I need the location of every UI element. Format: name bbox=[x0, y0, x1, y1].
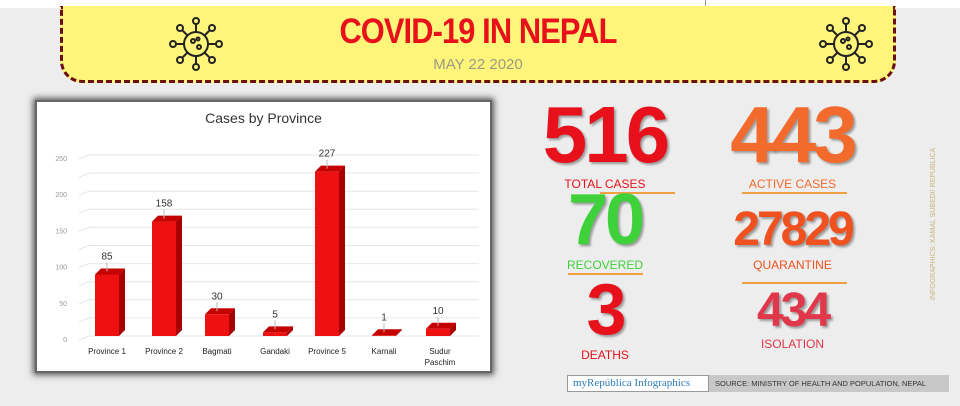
bar-side bbox=[450, 322, 456, 336]
stat-underline bbox=[742, 282, 847, 284]
bar-side bbox=[287, 326, 293, 336]
gridline bbox=[78, 208, 90, 214]
stat-label: QUARANTINE bbox=[753, 258, 832, 272]
chart-title: Cases by Province bbox=[205, 110, 322, 126]
y-tick-label: 200 bbox=[55, 192, 67, 199]
gridline bbox=[78, 226, 90, 232]
bar-chart: 0 50 100 150 200 250 85 Province 1 158 Province 2… bbox=[55, 149, 479, 367]
stat-label: ACTIVE CASES bbox=[748, 177, 837, 191]
virus-icon bbox=[819, 17, 873, 71]
stat-value: 27829 bbox=[733, 203, 854, 256]
stat-value: 434 bbox=[756, 284, 831, 337]
data-label: 158 bbox=[156, 199, 173, 210]
header-banner: COVID-19 IN NEPAL MAY 22 2020 bbox=[60, 6, 896, 83]
y-tick-label: 0 bbox=[63, 337, 67, 344]
bar bbox=[152, 221, 176, 336]
bar-top bbox=[426, 322, 456, 329]
stat-label: RECOVERED bbox=[566, 258, 643, 272]
y-tick-label: 250 bbox=[55, 156, 67, 163]
credit-text: INFOGRAPHICS: KAMAL SUBEDI/ REPUBLICA bbox=[930, 147, 937, 300]
gridline bbox=[78, 172, 90, 178]
virus-icon bbox=[169, 17, 223, 71]
gridline bbox=[78, 281, 90, 287]
bar bbox=[263, 332, 287, 336]
stat-label: DEATHS bbox=[581, 348, 629, 362]
stat-value: 70 bbox=[567, 180, 645, 260]
data-label: 227 bbox=[319, 149, 336, 160]
bar-side bbox=[396, 329, 402, 336]
bar bbox=[315, 171, 339, 336]
stat-label: TOTAL CASES bbox=[564, 177, 646, 191]
stat-underline bbox=[568, 273, 643, 275]
data-label: 85 bbox=[101, 251, 113, 262]
gridline bbox=[78, 154, 90, 160]
bar-top bbox=[152, 215, 182, 222]
y-tick-label: 150 bbox=[55, 228, 67, 235]
stat-value: 443 bbox=[730, 90, 857, 179]
page-title: COVID-19 IN NEPAL bbox=[339, 12, 617, 51]
stat-underline bbox=[600, 192, 675, 194]
bar-side bbox=[229, 308, 235, 336]
republica-logo: myRepública Infographics bbox=[567, 375, 709, 392]
top-strip bbox=[0, 0, 960, 8]
gridline bbox=[78, 317, 90, 323]
bar bbox=[95, 274, 119, 336]
chart-panel: Cases by Province 0 50 100 150 200 250 85 Provi… bbox=[35, 100, 492, 373]
divider bbox=[705, 0, 706, 8]
x-tick-label: Gandaki bbox=[260, 347, 290, 356]
bar-top bbox=[263, 326, 293, 333]
stat-value: 516 bbox=[542, 90, 670, 179]
stat-underline bbox=[742, 192, 847, 194]
data-label: 10 bbox=[432, 306, 444, 317]
gridline bbox=[78, 245, 90, 250]
y-tick-label: 50 bbox=[59, 301, 67, 308]
source-text: SOURCE: MINISTRY OF HEALTH AND POPULATIO… bbox=[715, 379, 927, 388]
bar bbox=[205, 314, 229, 336]
y-tick-label: 100 bbox=[55, 265, 67, 272]
bar bbox=[372, 335, 396, 336]
x-tick-label: Bagmati bbox=[202, 347, 232, 356]
bar-side bbox=[339, 165, 345, 336]
x-tick-label: Province 1 bbox=[88, 347, 126, 356]
data-label: 1 bbox=[381, 312, 387, 323]
x-tick-label: Province 5 bbox=[308, 347, 346, 356]
bar bbox=[426, 328, 450, 336]
bar-top bbox=[205, 308, 235, 315]
bar-side bbox=[119, 268, 125, 336]
x-tick-label: Paschim bbox=[425, 358, 456, 367]
bar-top bbox=[315, 165, 345, 172]
page-date: MAY 22 2020 bbox=[433, 56, 523, 73]
gridline bbox=[78, 335, 90, 341]
x-tick-label: Sudur bbox=[429, 347, 451, 356]
gridline bbox=[78, 299, 90, 305]
data-label: 5 bbox=[272, 309, 278, 320]
gridline bbox=[78, 190, 90, 196]
x-tick-label: Karnali bbox=[372, 347, 397, 356]
gridline bbox=[78, 263, 90, 269]
bar-side bbox=[176, 215, 182, 336]
stat-label: ISOLATION bbox=[760, 337, 825, 351]
footer-bar: myRepública Infographics SOURCE: MINISTR… bbox=[567, 375, 949, 392]
x-tick-label: Province 2 bbox=[145, 347, 183, 356]
data-label: 30 bbox=[211, 291, 223, 302]
stat-value: 3 bbox=[586, 270, 626, 350]
bar-top bbox=[95, 268, 125, 275]
bar-top bbox=[372, 329, 402, 336]
